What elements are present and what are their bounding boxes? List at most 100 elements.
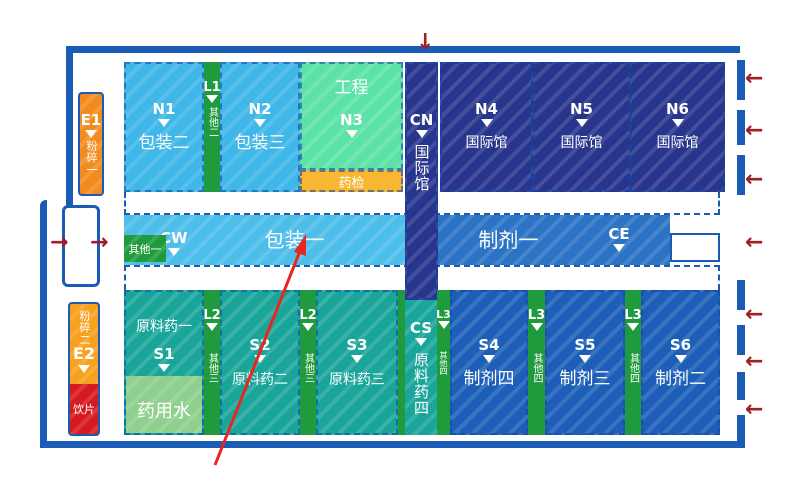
strip-name: 其他四: [531, 353, 542, 383]
triangle-icon: [575, 119, 588, 127]
hall-name: 药检: [338, 175, 365, 191]
frame-right: [737, 280, 745, 310]
hall-code: CN: [409, 111, 434, 129]
strip-name: 其他四: [627, 353, 639, 383]
hall-code: S1: [153, 345, 175, 363]
hall-s6[interactable]: S6 制剂二: [641, 290, 720, 435]
hall-n5[interactable]: N5 国际馆: [533, 62, 630, 192]
triangle-icon: [627, 323, 639, 331]
hall-n2[interactable]: N2 包装三: [220, 62, 300, 192]
hall-name: 包装三: [234, 133, 286, 153]
hall-code: E1: [80, 111, 102, 129]
triangle-icon: [483, 354, 495, 363]
strip-l1[interactable]: L1 其他二: [203, 62, 221, 192]
triangle-icon: [254, 354, 266, 363]
triangle-icon: [351, 354, 363, 363]
strip-l2-narrow: [398, 290, 405, 435]
frame-left-top: [66, 46, 73, 206]
hall-s3[interactable]: S3 原料药三: [316, 290, 398, 435]
hall-cs[interactable]: CS 原料药四: [405, 300, 437, 435]
hall-name: 包装二: [138, 133, 190, 153]
hall-code: E2: [72, 344, 96, 363]
triangle-icon: [579, 354, 591, 363]
triangle-icon: [437, 321, 450, 329]
hall-s4[interactable]: S4 制剂四: [450, 290, 528, 435]
hall-n6[interactable]: N6 国际馆: [630, 62, 725, 192]
hall-code: CS: [409, 319, 433, 337]
strip-l2[interactable]: L2 其他三: [299, 290, 317, 435]
triangle-icon: [530, 323, 543, 331]
hall-code: N5: [570, 100, 593, 118]
triangle-icon: [167, 248, 180, 256]
hall-code: N6: [666, 100, 689, 118]
arrow-left-icon: ←: [745, 230, 764, 255]
arrow-left-icon: ←: [745, 118, 764, 143]
hall-name: 原料药四: [412, 352, 430, 416]
hall-e1[interactable]: E1 粉碎一: [78, 92, 104, 196]
hall-s2[interactable]: S2 原料药二: [220, 290, 300, 435]
triangle-icon: [158, 364, 170, 372]
hall-code: N3: [340, 111, 363, 129]
triangle-icon: [674, 354, 687, 363]
hall-n3-drug-testing[interactable]: 药检: [300, 170, 403, 192]
hall-cn[interactable]: CN 国际馆: [405, 62, 438, 300]
west-entrance: [62, 205, 100, 287]
strip-name: 其他三: [302, 353, 314, 383]
area-other-1[interactable]: 其他一: [124, 235, 166, 262]
strip-l3[interactable]: L3 其他四: [528, 290, 545, 435]
triangle-icon: [671, 119, 684, 127]
strip-l3[interactable]: L3 其他四: [436, 290, 451, 435]
hall-e2[interactable]: 粉碎二 E2 饮片: [68, 302, 100, 436]
hall-code: S4: [478, 335, 500, 354]
triangle-icon: [345, 130, 358, 138]
hall-n1[interactable]: N1 包装二: [124, 62, 204, 192]
arrow-left-icon: ←: [745, 302, 764, 327]
hall-code: N1: [152, 100, 176, 118]
area-name: 药用水: [137, 400, 191, 422]
triangle-icon: [415, 338, 427, 346]
hall-n3[interactable]: 工程 N3: [300, 62, 403, 170]
hall-name: 包装一: [264, 228, 325, 252]
hall-cw[interactable]: 包装一: [124, 215, 405, 265]
hall-ce[interactable]: 制剂一 CE: [438, 215, 670, 265]
arrow-down-icon: ↓: [416, 30, 435, 55]
hall-code: CW: [160, 229, 188, 247]
area-pharma-water[interactable]: 药用水: [126, 376, 202, 433]
pointer-arrowhead-icon: [294, 234, 306, 256]
strip-code: L3: [436, 308, 451, 321]
hall-name: 原料药三: [329, 371, 385, 388]
arrow-left-icon: ←: [745, 167, 764, 192]
triangle-icon: [612, 244, 625, 252]
hall-name: 国际馆: [465, 135, 508, 151]
hall-n4[interactable]: N4 国际馆: [440, 62, 533, 192]
frame-bottom: [40, 441, 745, 448]
east-box: [670, 233, 720, 262]
hall-code: S5: [574, 335, 596, 354]
hall-name: 制剂二: [655, 368, 706, 389]
hall-s5[interactable]: S5 制剂三: [545, 290, 625, 435]
triangle-icon: [158, 119, 170, 127]
frame-right: [737, 155, 745, 195]
frame-right: [737, 110, 745, 145]
hall-name: 国际馆: [560, 135, 603, 151]
arrow-left-icon: ←: [745, 66, 764, 91]
hall-name: 制剂一: [478, 228, 539, 252]
hall-code: CE: [608, 225, 630, 243]
triangle-icon: [206, 323, 218, 331]
triangle-icon: [78, 365, 90, 373]
arrow-left-icon: ←: [745, 397, 764, 422]
hall-name: 制剂三: [559, 368, 611, 389]
strip-l3[interactable]: L3 其他四: [624, 290, 642, 435]
hall-name: 粉碎一: [85, 140, 98, 176]
hall-name: 原料药一: [136, 319, 192, 335]
strip-code: L1: [203, 80, 221, 95]
frame-right: [737, 372, 745, 400]
strip-code: L2: [299, 308, 317, 323]
arrow-left-icon: ←: [745, 349, 764, 374]
strip-name: 其他二: [206, 107, 218, 137]
hall-code: S6: [669, 335, 692, 354]
strip-l2[interactable]: L2 其他三: [203, 290, 221, 435]
hall-code: N4: [475, 100, 498, 118]
triangle-icon: [206, 95, 218, 103]
